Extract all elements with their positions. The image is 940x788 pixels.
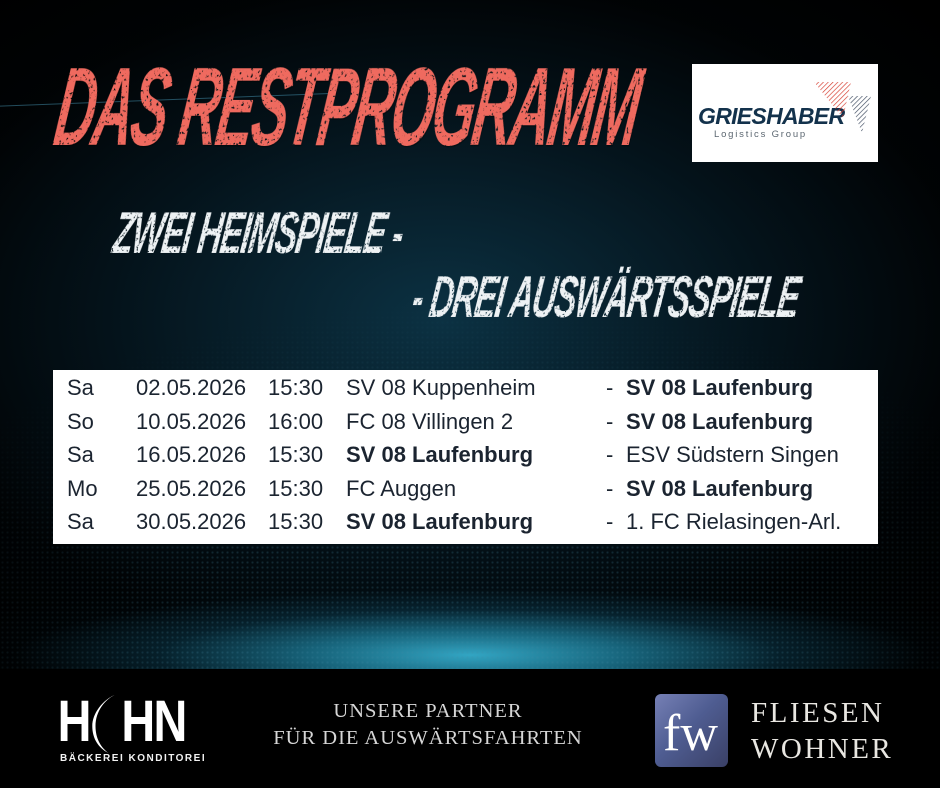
svg-text:HN: HN [121, 693, 185, 754]
svg-text:fw: fw [663, 705, 718, 762]
svg-text:H: H [60, 693, 90, 754]
svg-text:Logistics Group: Logistics Group [714, 129, 807, 140]
svg-text:GRIESHABER: GRIESHABER [698, 103, 845, 129]
